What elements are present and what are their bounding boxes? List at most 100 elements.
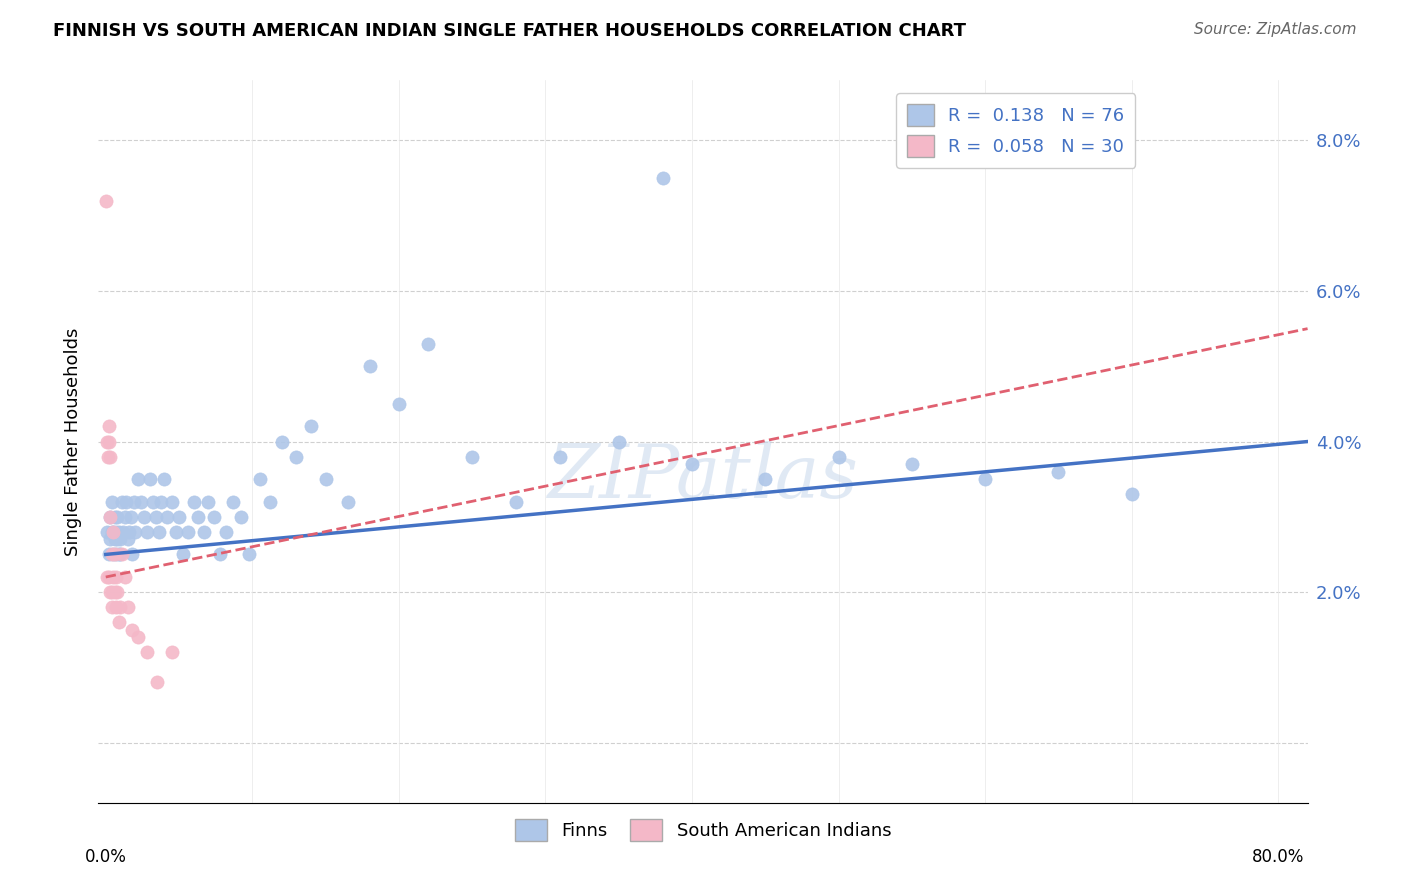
- Point: [105, 570, 128, 584]
- Point: [100, 585, 122, 599]
- Point: [98, 509, 121, 524]
- Point: [103, 585, 125, 599]
- Point: [96, 434, 118, 449]
- Point: [548, 450, 571, 464]
- Point: [193, 524, 215, 539]
- Point: [97, 419, 120, 434]
- Point: [110, 600, 132, 615]
- Point: [165, 524, 187, 539]
- Point: [111, 548, 134, 562]
- Point: [108, 615, 131, 630]
- Point: [150, 494, 173, 508]
- Point: [101, 524, 124, 539]
- Point: [359, 359, 381, 374]
- Point: [100, 494, 122, 508]
- Point: [138, 472, 160, 486]
- Point: [105, 548, 128, 562]
- Point: [101, 570, 124, 584]
- Point: [103, 533, 125, 547]
- Point: [107, 509, 129, 524]
- Point: [117, 600, 139, 615]
- Point: [127, 472, 149, 486]
- Point: [121, 623, 143, 637]
- Point: [114, 509, 136, 524]
- Point: [132, 509, 155, 524]
- Point: [299, 419, 322, 434]
- Point: [222, 494, 245, 508]
- Point: [122, 494, 145, 508]
- Point: [118, 524, 141, 539]
- Point: [114, 570, 136, 584]
- Point: [607, 434, 630, 449]
- Point: [97, 570, 120, 584]
- Point: [111, 494, 134, 508]
- Legend: Finns, South American Indians: Finns, South American Indians: [508, 812, 898, 848]
- Point: [285, 450, 308, 464]
- Point: [110, 548, 132, 562]
- Point: [259, 494, 281, 508]
- Point: [121, 548, 143, 562]
- Point: [202, 509, 225, 524]
- Point: [135, 645, 157, 659]
- Point: [103, 548, 125, 562]
- Point: [112, 524, 135, 539]
- Point: [505, 494, 527, 508]
- Point: [101, 548, 124, 562]
- Text: Source: ZipAtlas.com: Source: ZipAtlas.com: [1194, 22, 1357, 37]
- Point: [105, 600, 128, 615]
- Point: [100, 548, 122, 562]
- Point: [100, 524, 122, 539]
- Point: [98, 585, 121, 599]
- Point: [215, 524, 238, 539]
- Point: [238, 548, 260, 562]
- Point: [127, 630, 149, 644]
- Point: [107, 585, 129, 599]
- Point: [156, 509, 179, 524]
- Point: [418, 336, 440, 351]
- Y-axis label: Single Father Households: Single Father Households: [65, 327, 83, 556]
- Point: [98, 533, 121, 547]
- Point: [135, 524, 157, 539]
- Point: [270, 434, 292, 449]
- Point: [461, 450, 484, 464]
- Text: 80.0%: 80.0%: [1253, 848, 1305, 866]
- Point: [651, 171, 673, 186]
- Point: [160, 494, 183, 508]
- Point: [97, 548, 120, 562]
- Point: [96, 570, 118, 584]
- Point: [120, 509, 142, 524]
- Point: [336, 494, 359, 508]
- Point: [97, 450, 120, 464]
- Point: [197, 494, 219, 508]
- Point: [160, 645, 183, 659]
- Point: [901, 457, 924, 471]
- Point: [183, 494, 205, 508]
- Point: [124, 524, 146, 539]
- Point: [167, 509, 190, 524]
- Point: [98, 450, 121, 464]
- Point: [110, 533, 132, 547]
- Text: FINNISH VS SOUTH AMERICAN INDIAN SINGLE FATHER HOUSEHOLDS CORRELATION CHART: FINNISH VS SOUTH AMERICAN INDIAN SINGLE …: [53, 22, 966, 40]
- Point: [209, 548, 232, 562]
- Point: [115, 494, 138, 508]
- Point: [129, 494, 152, 508]
- Point: [101, 524, 124, 539]
- Point: [96, 524, 118, 539]
- Text: 0.0%: 0.0%: [84, 848, 127, 866]
- Point: [754, 472, 776, 486]
- Point: [229, 509, 252, 524]
- Point: [97, 434, 120, 449]
- Point: [172, 548, 194, 562]
- Point: [1047, 465, 1070, 479]
- Point: [315, 472, 337, 486]
- Point: [146, 675, 169, 690]
- Point: [100, 600, 122, 615]
- Point: [148, 524, 170, 539]
- Point: [142, 494, 165, 508]
- Point: [153, 472, 176, 486]
- Point: [974, 472, 997, 486]
- Point: [187, 509, 209, 524]
- Point: [107, 533, 129, 547]
- Point: [145, 509, 167, 524]
- Point: [177, 524, 200, 539]
